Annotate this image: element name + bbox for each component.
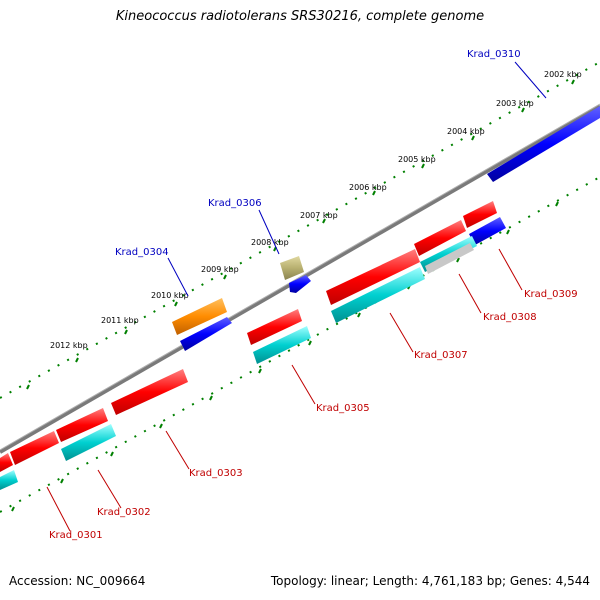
- reverse-genes: [172, 106, 600, 351]
- gene-label-krad-0309[interactable]: Krad_0309: [524, 289, 578, 300]
- kbp-label: 2006 kbp: [349, 183, 387, 192]
- kbp-label: 2004 kbp: [447, 127, 485, 136]
- kbp-labels: 2002 kbp 2003 kbp 2004 kbp 2005 kbp 2006…: [50, 70, 582, 350]
- lower-ruler-ticks: [11, 201, 559, 512]
- gene-label-krad-0305[interactable]: Krad_0305: [316, 403, 370, 414]
- gene-krad-0300[interactable]: [0, 453, 13, 472]
- kbp-label: 2005 kbp: [398, 155, 436, 164]
- gene-label-krad-0308[interactable]: Krad_0308: [483, 312, 537, 323]
- kbp-label: 2012 kbp: [50, 341, 88, 350]
- gene-krad-0303[interactable]: [111, 369, 188, 415]
- kbp-label: 2009 kbp: [201, 265, 239, 274]
- gene-label-krad-0301[interactable]: Krad_0301: [49, 530, 103, 541]
- gene-label-krad-0306[interactable]: Krad_0306: [208, 198, 262, 209]
- gene-krad-0304[interactable]: [180, 317, 232, 351]
- gene-label-krad-0310[interactable]: Krad_0310: [467, 49, 521, 60]
- gene-krad-0305[interactable]: [247, 309, 302, 345]
- accession-text: Accession: NC_009664: [9, 574, 146, 588]
- gene-label-krad-0302[interactable]: Krad_0302: [97, 507, 151, 518]
- kbp-label: 2008 kbp: [251, 238, 289, 247]
- gene-krad-0309[interactable]: [463, 201, 497, 228]
- cds-krad-0304[interactable]: [172, 298, 227, 335]
- cds-krad-0307[interactable]: [331, 267, 425, 323]
- gene-label-krad-0304[interactable]: Krad_0304: [115, 247, 169, 258]
- genome-line-highlight: [0, 103, 600, 451]
- upper-ruler-dots: [0, 61, 600, 399]
- cds-krad-0300[interactable]: [0, 470, 18, 490]
- cds-krad-0306[interactable]: [280, 256, 304, 280]
- lower-ruler-dots: [0, 176, 600, 513]
- cds-krad-0308-grey[interactable]: [425, 243, 474, 274]
- kbp-label: 2011 kbp: [101, 316, 139, 325]
- leader-lines: [46, 61, 547, 532]
- cds-krad-0305[interactable]: [253, 326, 311, 364]
- genome-summary: Topology: linear; Length: 4,761,183 bp; …: [270, 574, 590, 588]
- kbp-label: 2007 kbp: [300, 211, 338, 220]
- kbp-label: 2003 kbp: [496, 99, 534, 108]
- gene-labels: Krad_0310 Krad_0306 Krad_0304 Krad_0309 …: [49, 49, 578, 541]
- kbp-label: 2010 kbp: [151, 291, 189, 300]
- gene-krad-0307[interactable]: [326, 249, 420, 305]
- gene-krad-0302[interactable]: [56, 408, 108, 442]
- page-title: Kineococcus radiotolerans SRS30216, comp…: [115, 9, 485, 24]
- forward-genes: [0, 201, 506, 490]
- gene-krad-0301[interactable]: [10, 431, 59, 465]
- gene-krad-0308[interactable]: [414, 220, 466, 256]
- gene-label-krad-0307[interactable]: Krad_0307: [414, 350, 468, 361]
- gene-label-krad-0303[interactable]: Krad_0303: [189, 468, 243, 479]
- cds-krad-0309[interactable]: [469, 217, 506, 245]
- gene-krad-0306[interactable]: [289, 275, 311, 293]
- gene-krad-0310[interactable]: [487, 106, 600, 182]
- upper-ruler-ticks: [26, 79, 575, 390]
- cds-krad-0302[interactable]: [61, 424, 116, 461]
- kbp-label: 2002 kbp: [544, 70, 582, 79]
